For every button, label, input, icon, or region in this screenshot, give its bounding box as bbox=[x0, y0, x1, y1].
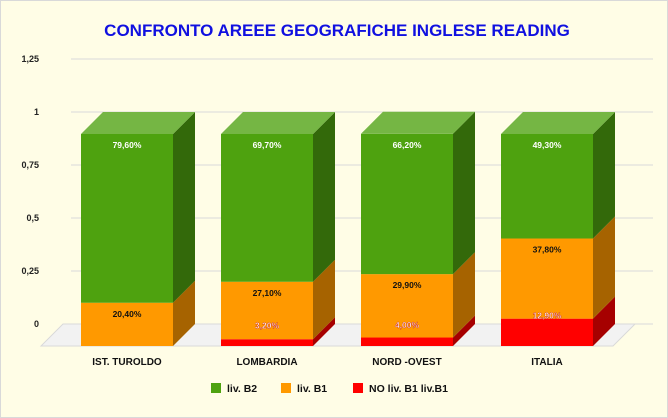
bar-segment-side bbox=[313, 112, 335, 282]
y-tick-label: 1 bbox=[34, 107, 39, 117]
data-label: 66,20% bbox=[393, 140, 422, 150]
data-label: 49,30% bbox=[533, 140, 562, 150]
bar-segment-side bbox=[173, 280, 195, 346]
legend-swatch bbox=[211, 383, 221, 393]
legend-swatch bbox=[353, 383, 363, 393]
data-label: 37,80% bbox=[533, 245, 562, 255]
legend-item: liv. B2 bbox=[211, 383, 257, 395]
bar-segment bbox=[361, 133, 453, 275]
x-tick-label: NORD -OVEST bbox=[372, 357, 441, 368]
bar-segment bbox=[81, 134, 173, 303]
bar-segment-side bbox=[173, 112, 195, 303]
data-label: 27,10% bbox=[253, 288, 282, 298]
data-label: 12,90% bbox=[533, 310, 562, 320]
legend-item: NO liv. B1 liv.B1 bbox=[353, 383, 448, 395]
bar-segment-side bbox=[453, 252, 475, 338]
y-tick-label: 0,5 bbox=[26, 213, 39, 223]
bar-segment-side bbox=[593, 296, 615, 346]
bar-segment-side bbox=[313, 259, 335, 340]
data-label: 69,70% bbox=[253, 140, 282, 150]
bar-segment-side bbox=[453, 315, 475, 346]
legend: liv. B2 liv. B1 NO liv. B1 liv.B1 bbox=[211, 383, 448, 395]
bar-segment bbox=[501, 318, 593, 346]
x-tick-label: IST. TUROLDO bbox=[92, 357, 162, 368]
bar-segment bbox=[81, 302, 173, 346]
bar-top bbox=[361, 111, 475, 134]
y-tick-label: 0,25 bbox=[21, 266, 39, 276]
bar-segment-side bbox=[453, 111, 475, 275]
bar-top bbox=[501, 112, 615, 134]
bar-segment bbox=[501, 134, 593, 239]
data-labels: 20,40% 79,60% 3,20% 27,10% 69,70% 4,00% 29,90%… bbox=[113, 140, 562, 331]
bar-segment bbox=[361, 337, 453, 346]
legend-label: NO liv. B1 liv.B1 bbox=[369, 383, 448, 395]
bar-segment-side bbox=[593, 112, 615, 239]
x-tick-label: ITALIA bbox=[531, 357, 562, 368]
bars bbox=[81, 111, 615, 346]
bar-segment bbox=[501, 238, 593, 319]
data-label: 29,90% bbox=[393, 280, 422, 290]
y-tick-label: 1,25 bbox=[21, 54, 39, 64]
bar-segment bbox=[221, 281, 313, 340]
bar-top bbox=[81, 112, 195, 134]
x-tick-label: LOMBARDIA bbox=[236, 357, 297, 368]
data-label: 20,40% bbox=[113, 309, 142, 319]
legend-label: liv. B2 bbox=[227, 383, 257, 395]
legend-item: liv. B1 bbox=[281, 383, 327, 395]
axes: 0 0,25 0,5 0,75 1 1,25 IST. TUROLDO LOMBARDIA NO… bbox=[21, 54, 562, 368]
y-tick-label: 0,75 bbox=[21, 160, 39, 170]
data-label: 4,00% bbox=[395, 320, 420, 330]
bar-top bbox=[221, 112, 335, 134]
bar-segment bbox=[221, 134, 313, 282]
bar-segment bbox=[221, 339, 313, 346]
data-label: 79,60% bbox=[113, 140, 142, 150]
chart-title: CONFRONTO AREEE GEOGRAFICHE INGLESE READ… bbox=[104, 21, 570, 40]
bar-segment-side bbox=[313, 317, 335, 346]
legend-label: liv. B1 bbox=[297, 383, 327, 395]
bar-segment-side bbox=[593, 216, 615, 319]
bar-segment bbox=[361, 274, 453, 338]
y-tick-label: 0 bbox=[34, 319, 39, 329]
data-label: 3,20% bbox=[255, 321, 280, 331]
legend-swatch bbox=[281, 383, 291, 393]
